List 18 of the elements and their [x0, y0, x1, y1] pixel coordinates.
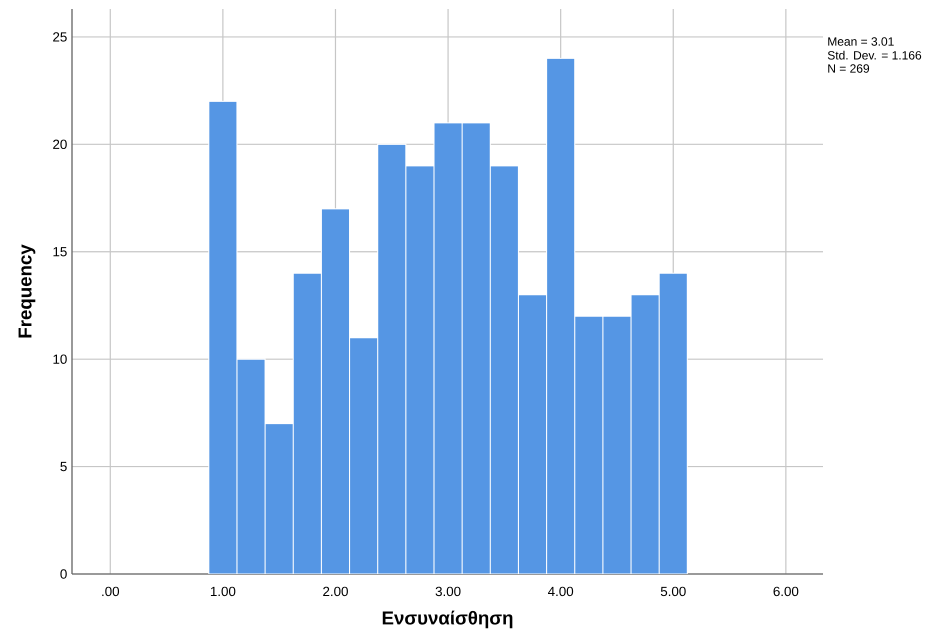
y-axis-title: Frequency [18, 244, 36, 338]
text: Mean = 3.01 [828, 37, 894, 46]
text: Std. Dev. = 1.166 [828, 50, 922, 60]
x-tick-label: 5.00 [660, 586, 686, 596]
x-axis-title: Ενσυναίσθηση [382, 610, 512, 628]
x-tick-label: 3.00 [436, 586, 461, 596]
x-tick-label: 6.00 [774, 586, 798, 596]
y-tick-label: 25 [53, 32, 67, 42]
y-tick-label: 20 [53, 140, 67, 150]
y-tick-label: 5 [60, 462, 67, 472]
y-tick-label: 15 [53, 247, 67, 256]
x-tick-label: .00 [102, 586, 120, 596]
x-tick-label: 1.00 [210, 586, 236, 596]
x-tick-label: 4.00 [548, 586, 574, 596]
x-tick-label: 2.00 [323, 586, 348, 596]
y-tick-label: 10 [53, 354, 67, 364]
text: N = 269 [828, 64, 870, 73]
y-tick-label: 0 [60, 569, 67, 579]
